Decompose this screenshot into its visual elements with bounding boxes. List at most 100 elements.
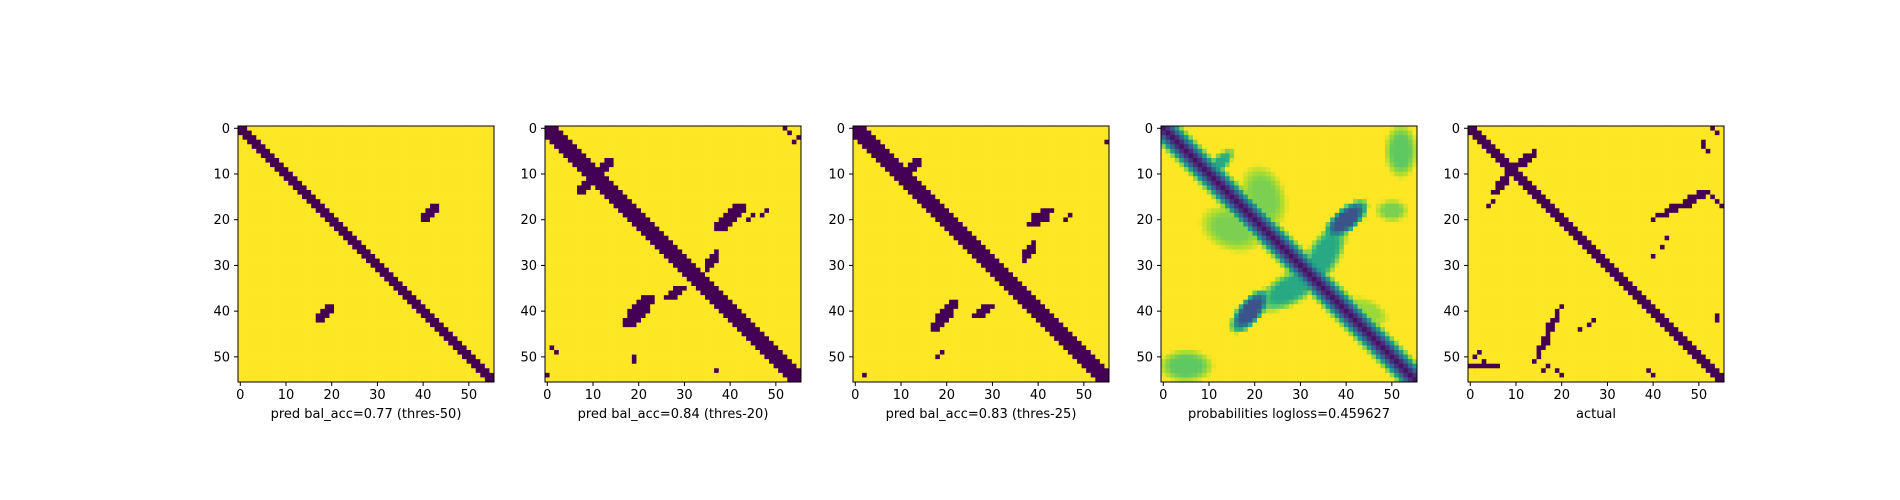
heatmap-cell — [379, 194, 385, 200]
heatmap-cell — [718, 194, 724, 200]
heatmap-cell — [750, 176, 756, 182]
heatmap-cell — [466, 171, 472, 177]
heatmap-cell — [572, 153, 578, 159]
heatmap-cell — [741, 203, 747, 209]
heatmap-cell — [306, 199, 312, 205]
heatmap-cell — [691, 199, 697, 205]
heatmap-cell — [329, 194, 335, 200]
heatmap-cell — [347, 240, 353, 246]
heatmap-cell — [256, 139, 262, 145]
heatmap-cell — [439, 331, 445, 337]
heatmap-cell — [457, 135, 463, 141]
heatmap-cell — [256, 203, 262, 209]
heatmap-cell — [338, 322, 344, 328]
heatmap-cell — [302, 139, 307, 145]
heatmap-cell — [379, 290, 385, 296]
heatmap-cell — [324, 372, 330, 378]
heatmap-cell — [270, 126, 275, 131]
heatmap-cell — [238, 267, 243, 273]
heatmap-cell — [265, 139, 271, 145]
heatmap-cell — [439, 240, 445, 246]
heatmap-cell — [599, 190, 605, 195]
heatmap-cell — [347, 350, 353, 355]
heatmap-cell — [457, 286, 463, 291]
heatmap-cell — [251, 258, 257, 264]
heatmap-cell — [549, 176, 555, 182]
heatmap-cell — [448, 281, 454, 287]
heatmap-cell — [407, 308, 413, 314]
heatmap-cell — [567, 176, 573, 182]
heatmap-cell — [425, 185, 431, 191]
heatmap-cell — [393, 276, 399, 282]
heatmap-cell — [558, 190, 564, 195]
heatmap-cell — [366, 153, 371, 159]
heatmap-cell — [384, 340, 390, 346]
heatmap-cell — [311, 267, 317, 273]
heatmap-cell — [641, 185, 646, 191]
heatmap-cell — [393, 208, 399, 214]
heatmap-cell — [352, 162, 358, 168]
heatmap-cell — [388, 190, 394, 195]
heatmap-cell — [773, 263, 779, 269]
heatmap-cell — [452, 368, 458, 374]
heatmap-cell — [366, 368, 371, 374]
heatmap-cell — [356, 199, 362, 205]
heatmap-cell — [471, 240, 477, 246]
heatmap-cell — [297, 190, 303, 195]
heatmap-cell — [370, 359, 376, 365]
heatmap-cell — [416, 144, 422, 150]
heatmap-cell — [343, 240, 349, 246]
heatmap-cell — [430, 286, 435, 291]
heatmap-cell — [448, 190, 454, 195]
heatmap-cell — [475, 226, 481, 232]
heatmap-cell — [750, 240, 756, 246]
heatmap-cell — [347, 322, 353, 328]
heatmap-cell — [677, 171, 683, 177]
heatmap-cell — [613, 217, 619, 223]
heatmap-cell — [618, 249, 624, 255]
heatmap-cell — [384, 139, 390, 145]
heatmap-cell — [471, 167, 477, 173]
heatmap-cell — [475, 190, 481, 195]
heatmap-cell — [737, 153, 742, 159]
heatmap-cell — [654, 158, 660, 163]
heatmap-cell — [379, 244, 385, 250]
heatmap-cell — [577, 126, 582, 131]
heatmap-cell — [279, 322, 285, 328]
heatmap-cell — [265, 208, 271, 214]
heatmap-cell — [288, 153, 294, 159]
heatmap-cell — [356, 377, 362, 383]
heatmap-cell — [338, 331, 344, 337]
heatmap-cell — [586, 180, 592, 186]
heatmap-cell — [567, 226, 573, 232]
heatmap-cell — [567, 130, 573, 136]
heatmap-cell — [604, 217, 610, 223]
heatmap-cell — [375, 272, 381, 278]
heatmap-cell — [434, 345, 440, 351]
heatmap-cell — [329, 203, 335, 209]
heatmap-cell — [279, 359, 285, 365]
heatmap-cell — [484, 126, 490, 131]
heatmap-cell — [590, 180, 596, 186]
heatmap-cell — [366, 190, 371, 195]
heatmap-cell — [265, 222, 271, 227]
heatmap-cell — [302, 190, 307, 195]
heatmap-cell — [484, 267, 490, 273]
heatmap-cell — [613, 194, 619, 200]
heatmap-cell — [727, 231, 733, 237]
heatmap-cell — [407, 359, 413, 365]
heatmap-cell — [586, 126, 592, 131]
heatmap-cell — [787, 258, 793, 264]
heatmap-cell — [714, 249, 720, 255]
heatmap-cell — [590, 190, 596, 195]
heatmap-cell — [668, 148, 674, 154]
heatmap-cell — [274, 171, 280, 177]
heatmap-cell — [270, 135, 275, 141]
heatmap-cell — [320, 203, 326, 209]
heatmap-cell — [384, 162, 390, 168]
heatmap-cell — [782, 217, 788, 223]
heatmap-cell — [270, 148, 275, 154]
heatmap-cell — [398, 249, 403, 255]
heatmap-cell — [452, 340, 458, 346]
heatmap-cell — [398, 359, 403, 365]
